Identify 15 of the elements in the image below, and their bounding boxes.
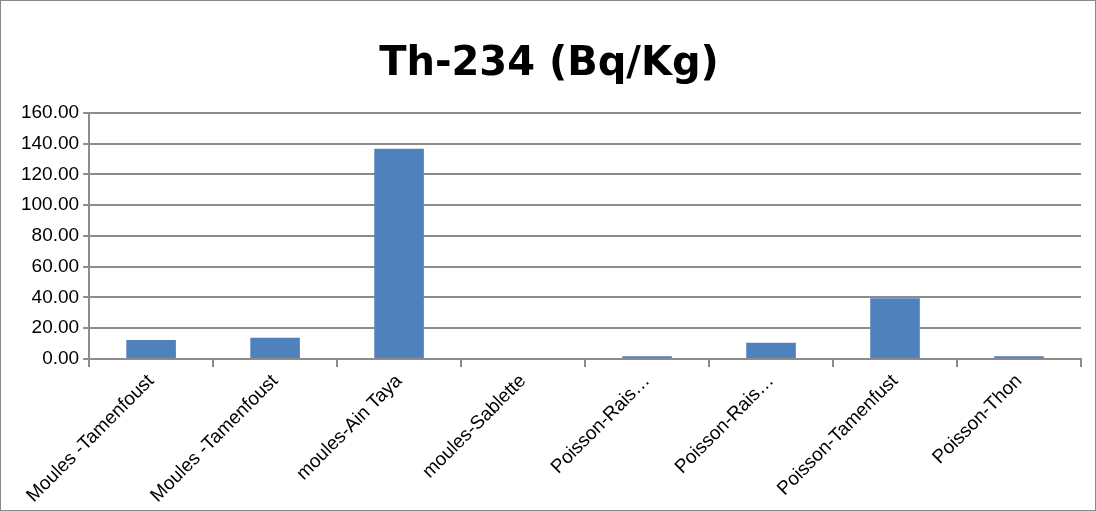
bar — [126, 340, 176, 358]
y-tick-label: 0.00 — [42, 347, 80, 369]
y-tick-label: 60.00 — [31, 254, 80, 276]
y-tick-label: 160.00 — [20, 101, 80, 123]
y-tick-label: 40.00 — [31, 285, 80, 307]
bar — [250, 337, 300, 358]
y-tick-label: 140.00 — [20, 131, 80, 153]
y-tick-label: 120.00 — [20, 162, 80, 184]
bar — [746, 342, 796, 358]
y-tick-label: 80.00 — [31, 224, 80, 246]
bar — [870, 298, 920, 358]
bar — [374, 148, 424, 358]
y-tick-label: 20.00 — [31, 316, 80, 338]
chart-title: Th-234 (Bq/Kg) — [379, 38, 719, 85]
y-tick-label: 100.00 — [20, 193, 80, 215]
